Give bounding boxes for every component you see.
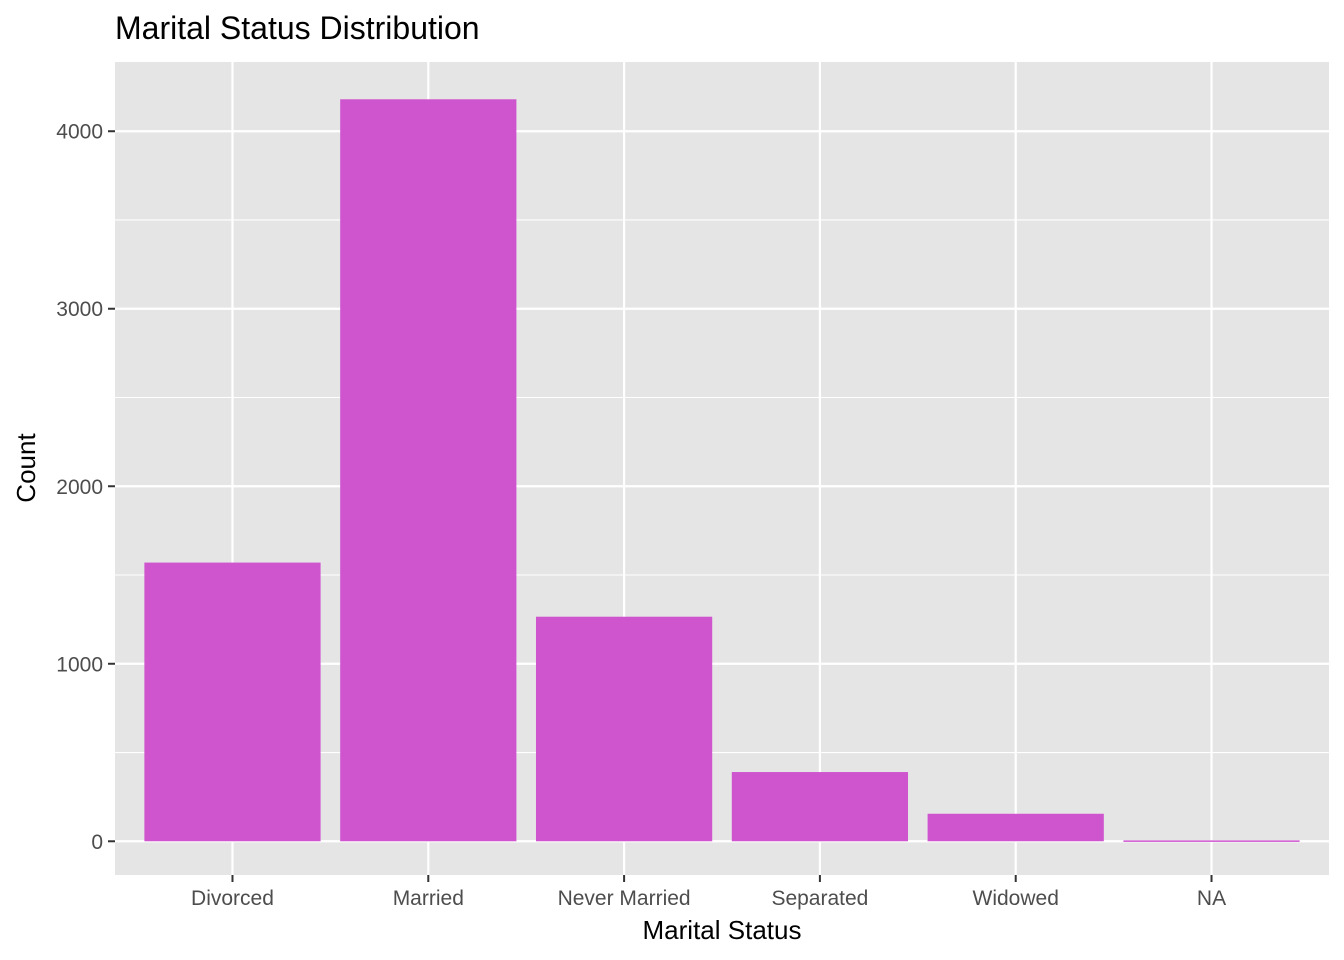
y-tick-label: 3000 <box>56 298 103 321</box>
x-tick-label: Separated <box>771 887 868 910</box>
bar <box>535 616 713 842</box>
bars <box>144 99 1300 842</box>
bar <box>144 562 321 842</box>
x-axis: Divorced Married Never Married Separated Wid… <box>191 875 1226 910</box>
y-axis-title: Count <box>11 433 41 503</box>
y-tick-label: 0 <box>91 831 103 854</box>
y-tick-label: 1000 <box>56 653 103 676</box>
x-tick-label: NA <box>1197 887 1226 910</box>
chart-title: Marital Status Distribution <box>115 10 480 46</box>
x-tick-label: Widowed <box>973 887 1059 910</box>
x-tick-label: Married <box>393 887 464 910</box>
x-tick-label: Divorced <box>191 887 274 910</box>
bar <box>927 813 1104 842</box>
bar <box>731 772 909 842</box>
y-tick-label: 2000 <box>56 476 103 499</box>
bar <box>340 99 517 842</box>
y-tick-label: 4000 <box>56 121 103 144</box>
x-tick-label: Never Married <box>558 887 691 910</box>
bar <box>1123 840 1300 842</box>
x-axis-title: Marital Status <box>643 915 802 945</box>
y-axis: 0 1000 2000 3000 4000 <box>56 121 115 854</box>
